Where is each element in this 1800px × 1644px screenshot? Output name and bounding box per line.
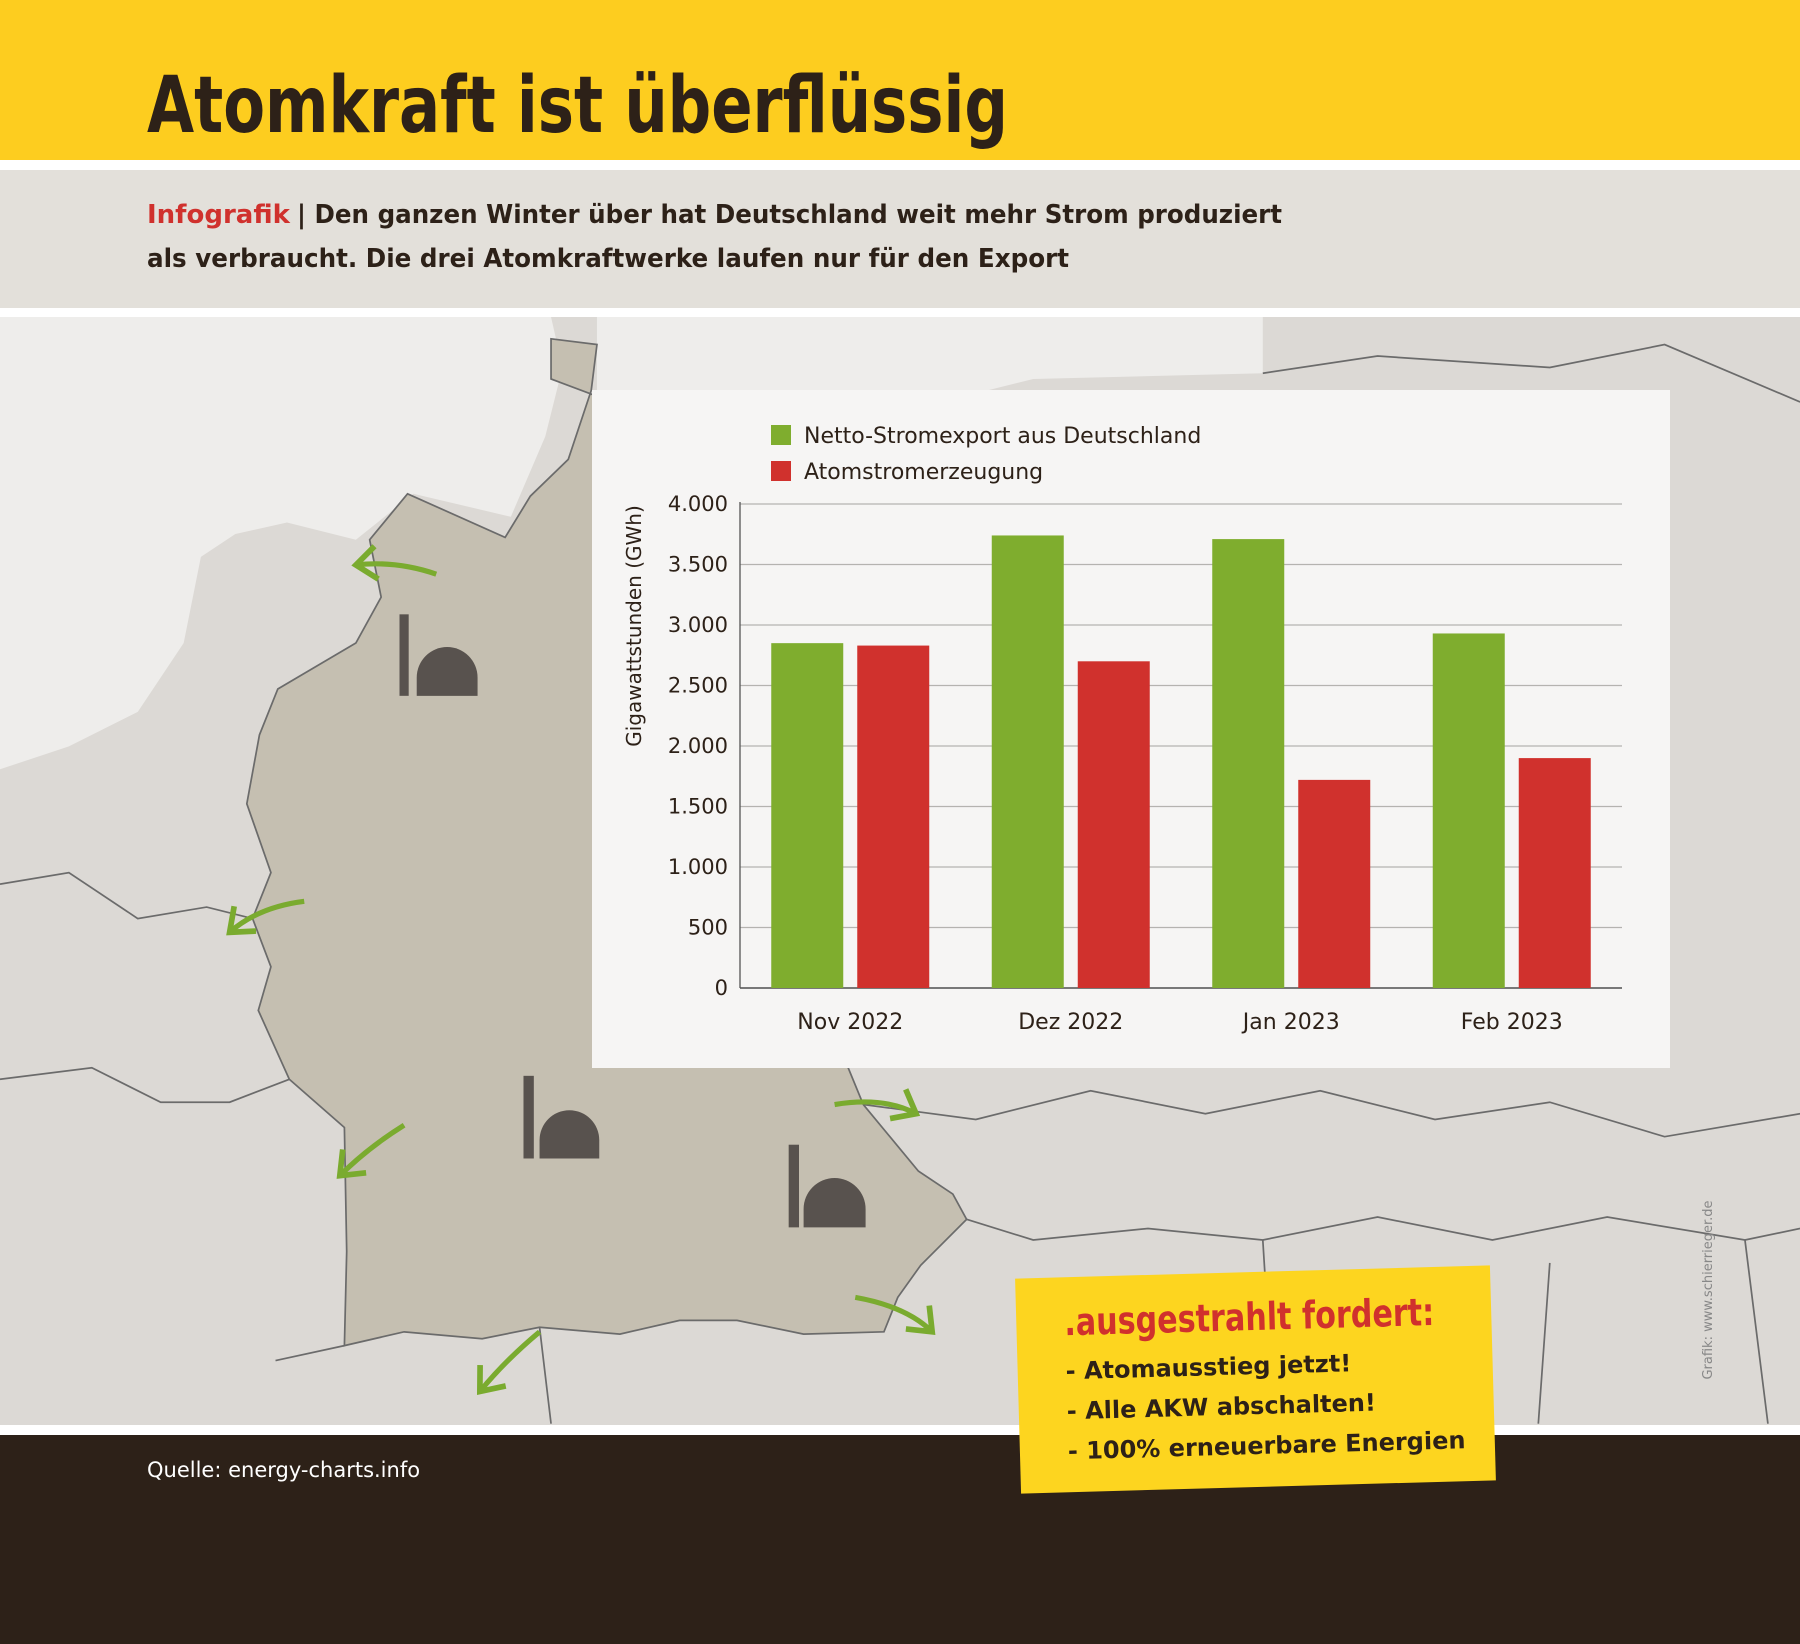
border: [1262, 343, 1800, 403]
border: [863, 1089, 1800, 1138]
y-tick-label: 1.000: [668, 855, 728, 879]
x-tick-label: Jan 2023: [1241, 1010, 1340, 1035]
y-tick-label: 3.500: [668, 553, 728, 577]
y-tick-label: 0: [715, 976, 728, 1000]
callout-heading: .ausgestrahlt fordert:: [1064, 1290, 1435, 1344]
bar: [1298, 779, 1371, 988]
y-tick-label: 2.000: [668, 734, 728, 758]
bar: [857, 645, 930, 988]
y-tick-label: 500: [688, 916, 728, 940]
chart: Gigawattstunden (GWh) 0 500 1.000 1.500 2.00…: [592, 390, 1670, 1068]
bar: [991, 535, 1064, 988]
y-tick-label: 2.500: [668, 674, 728, 698]
bar: [1432, 633, 1505, 988]
legend-label: Netto-Stromexport aus Deutschland: [804, 424, 1201, 449]
subtitle-line: als verbraucht. Die drei Atomkraftwerke …: [147, 244, 1069, 274]
title: Atomkraft ist überflüssig: [147, 61, 1008, 151]
export-arrow: [476, 1329, 542, 1396]
x-tick-label: Feb 2023: [1461, 1010, 1563, 1035]
footer-band: [0, 1435, 1800, 1644]
power-plant: [788, 1144, 866, 1228]
export-arrow: [854, 1294, 936, 1336]
bar: [1518, 758, 1591, 988]
header-band: [0, 0, 1800, 160]
y-tick-label: 4.000: [668, 492, 728, 516]
power-plant: [399, 614, 478, 696]
border: [0, 871, 253, 920]
legend-swatch: [771, 425, 791, 445]
export-arrow: [834, 1088, 921, 1122]
export-arrow: [336, 1123, 406, 1179]
credit: Grafik: www.schierrieger.de: [1701, 1200, 1716, 1379]
border: [966, 1216, 1800, 1241]
border: [275, 1327, 552, 1424]
border: [0, 1066, 290, 1104]
y-tick-label: 3.000: [668, 613, 728, 637]
y-axis-label: Gigawattstunden (GWh): [622, 505, 646, 747]
subtitle-label: Infografik: [147, 200, 291, 230]
source: Quelle: energy-charts.info: [147, 1458, 420, 1482]
x-tick-label: Nov 2022: [797, 1010, 903, 1035]
bar: [1212, 539, 1285, 988]
subtitle-band: [0, 170, 1800, 308]
legend-swatch: [771, 461, 791, 481]
sea: [0, 317, 563, 770]
export-arrow: [226, 898, 305, 936]
subtitle-line: | Den ganzen Winter über hat Deutschland…: [297, 200, 1282, 230]
bar: [1077, 661, 1150, 988]
y-tick-label: 1.500: [668, 795, 728, 819]
callout: .ausgestrahlt fordert: - Atomausstieg je…: [1015, 1265, 1496, 1494]
legend-label: Atomstromerzeugung: [804, 460, 1043, 485]
bar: [771, 643, 844, 988]
power-plant: [523, 1075, 600, 1159]
x-tick-label: Dez 2022: [1018, 1010, 1123, 1035]
export-arrow: [351, 544, 438, 582]
callout-box: [1015, 1265, 1496, 1494]
